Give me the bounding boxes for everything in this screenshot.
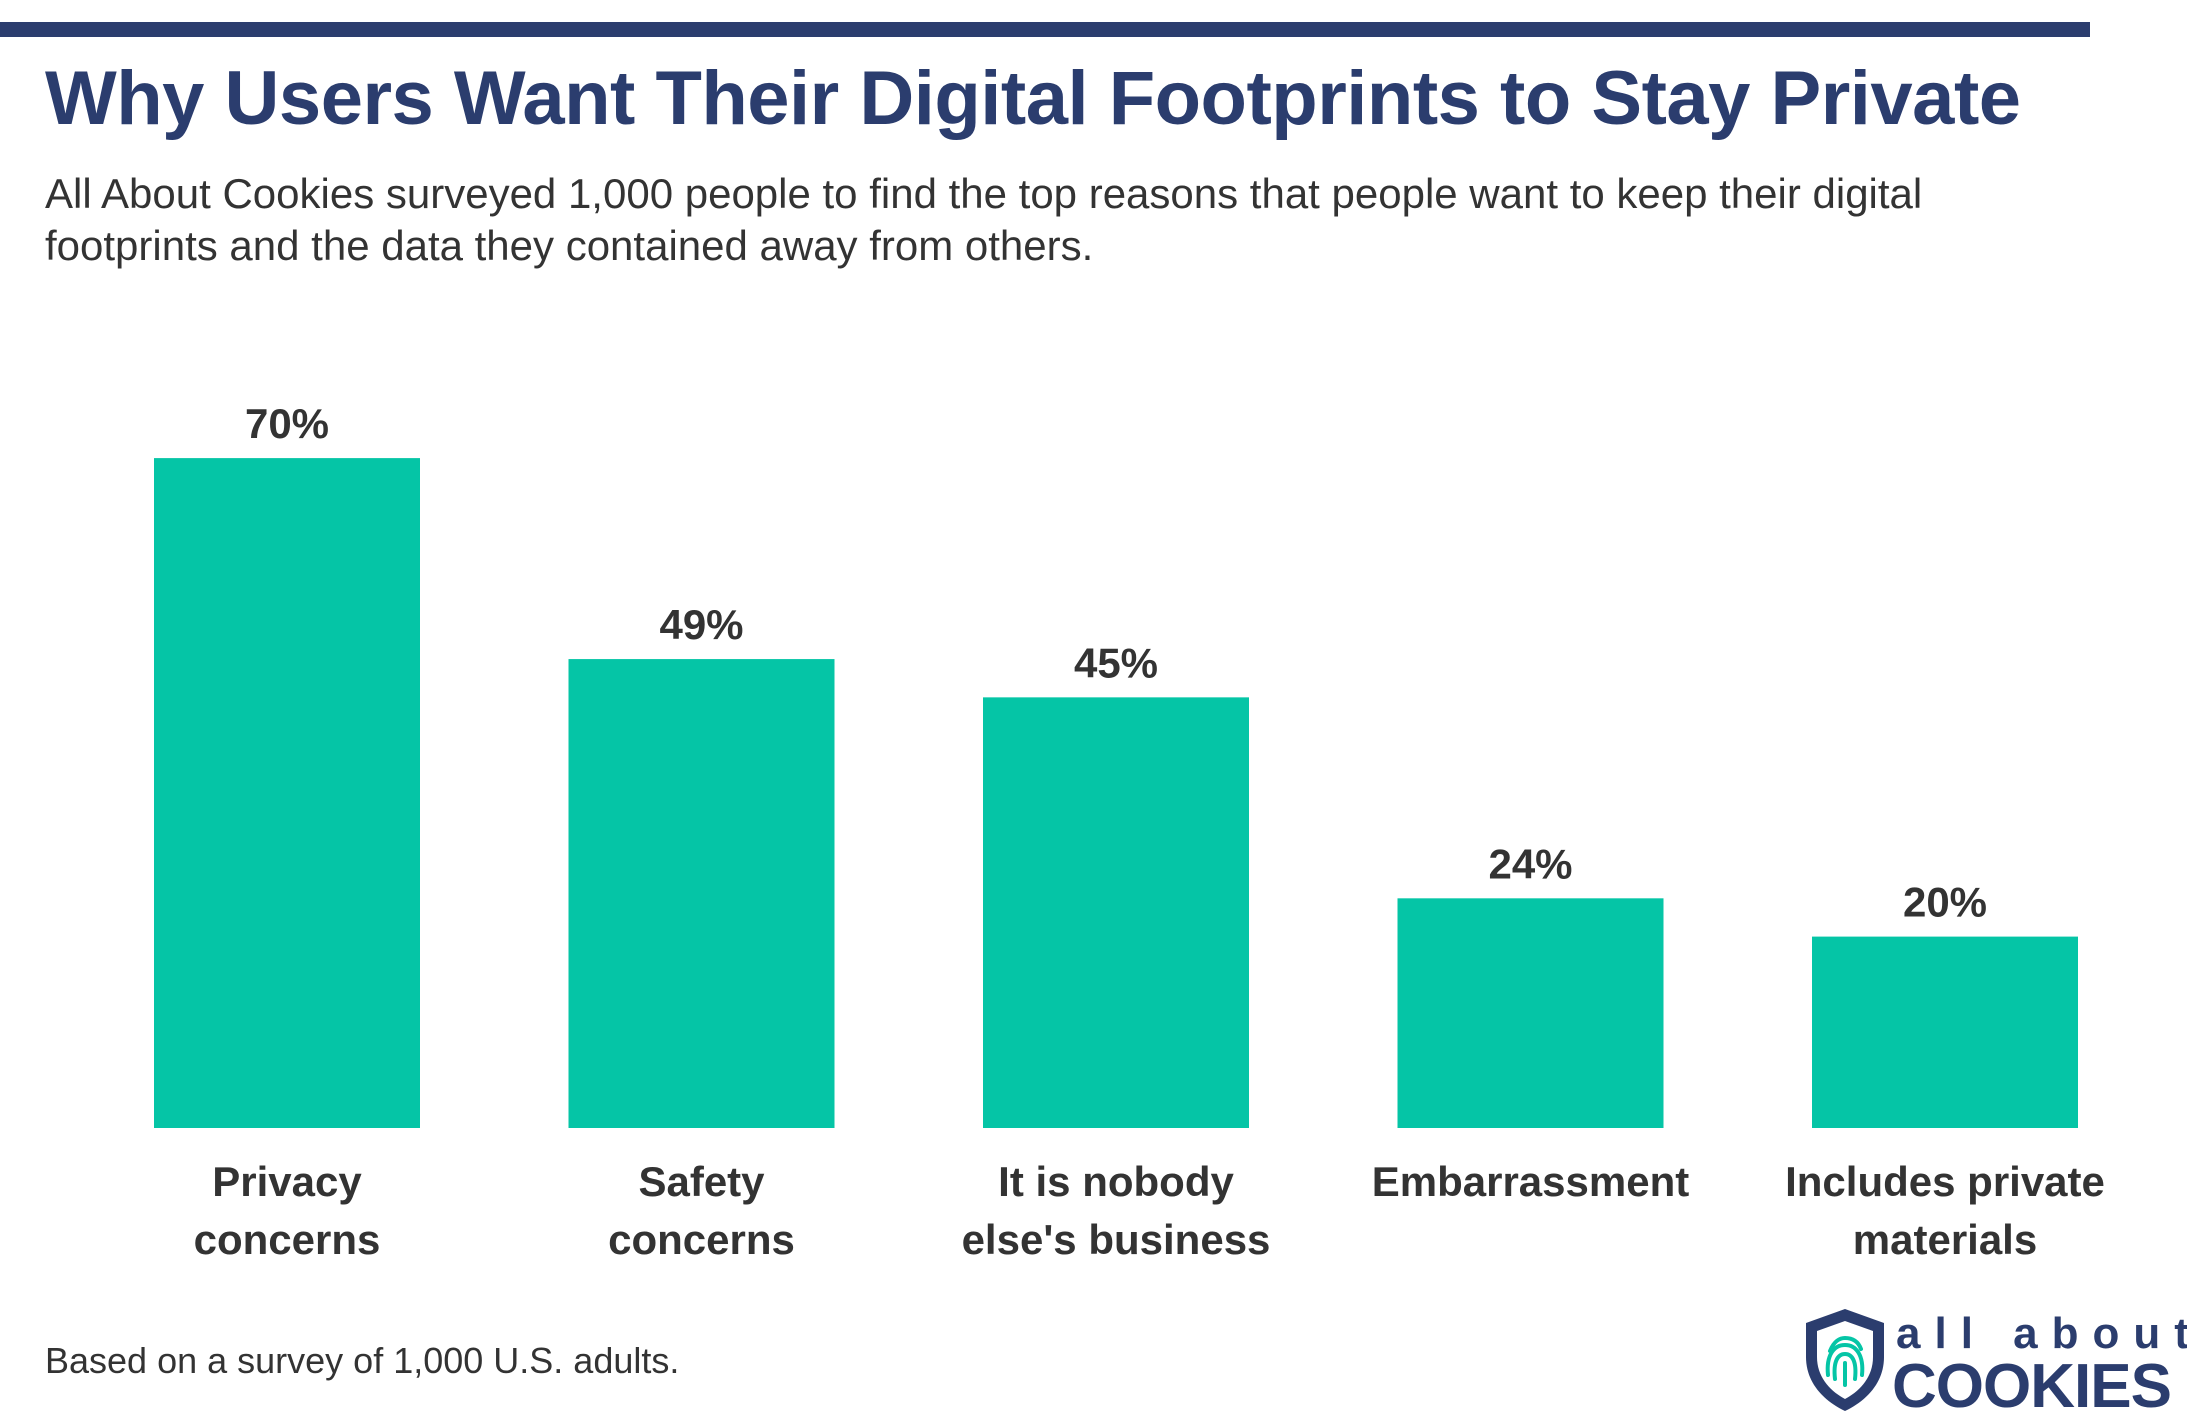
category-label-5: Includes private materials [1785, 1158, 2105, 1263]
bars-group [154, 458, 2078, 1129]
top-rule [0, 22, 2090, 37]
bar-4 [1397, 898, 1664, 1128]
logo-text-bottom: COOKIES [1892, 1352, 2172, 1421]
bar-1 [154, 458, 420, 1129]
chart-title: Why Users Want Their Digital Footprints … [45, 56, 2021, 141]
bar-5 [1812, 936, 2078, 1128]
bar-2 [568, 659, 835, 1128]
value-label-3: 45% [1074, 639, 1158, 686]
value-label-4: 24% [1488, 840, 1572, 887]
footnote: Based on a survey of 1,000 U.S. adults. [45, 1340, 680, 1381]
category-label-1: Privacy concerns [194, 1158, 381, 1263]
value-labels-group: 70% 49% 45% 24% 20% [245, 400, 1987, 926]
category-label-2: Safety concerns [608, 1158, 795, 1263]
value-label-2: 49% [659, 601, 743, 648]
value-label-1: 70% [245, 400, 329, 447]
logo-text-top: all about [1896, 1309, 2187, 1358]
bar-chart: 70% 49% 45% 24% 20% Privacy concerns Safety con… [154, 400, 2105, 1263]
shield-fingerprint-icon [1806, 1309, 1884, 1411]
all-about-cookies-logo: all about COOKIES [1800, 1305, 2187, 1421]
bar-3 [983, 697, 1249, 1128]
category-label-3: It is nobody else's business [962, 1158, 1271, 1263]
chart-subtitle: All About Cookies surveyed 1,000 people … [45, 170, 1923, 269]
category-labels-group: Privacy concerns Safety concerns It is nobod… [194, 1158, 2105, 1263]
category-label-4: Embarrassment [1372, 1158, 1689, 1205]
value-label-5: 20% [1903, 879, 1987, 926]
